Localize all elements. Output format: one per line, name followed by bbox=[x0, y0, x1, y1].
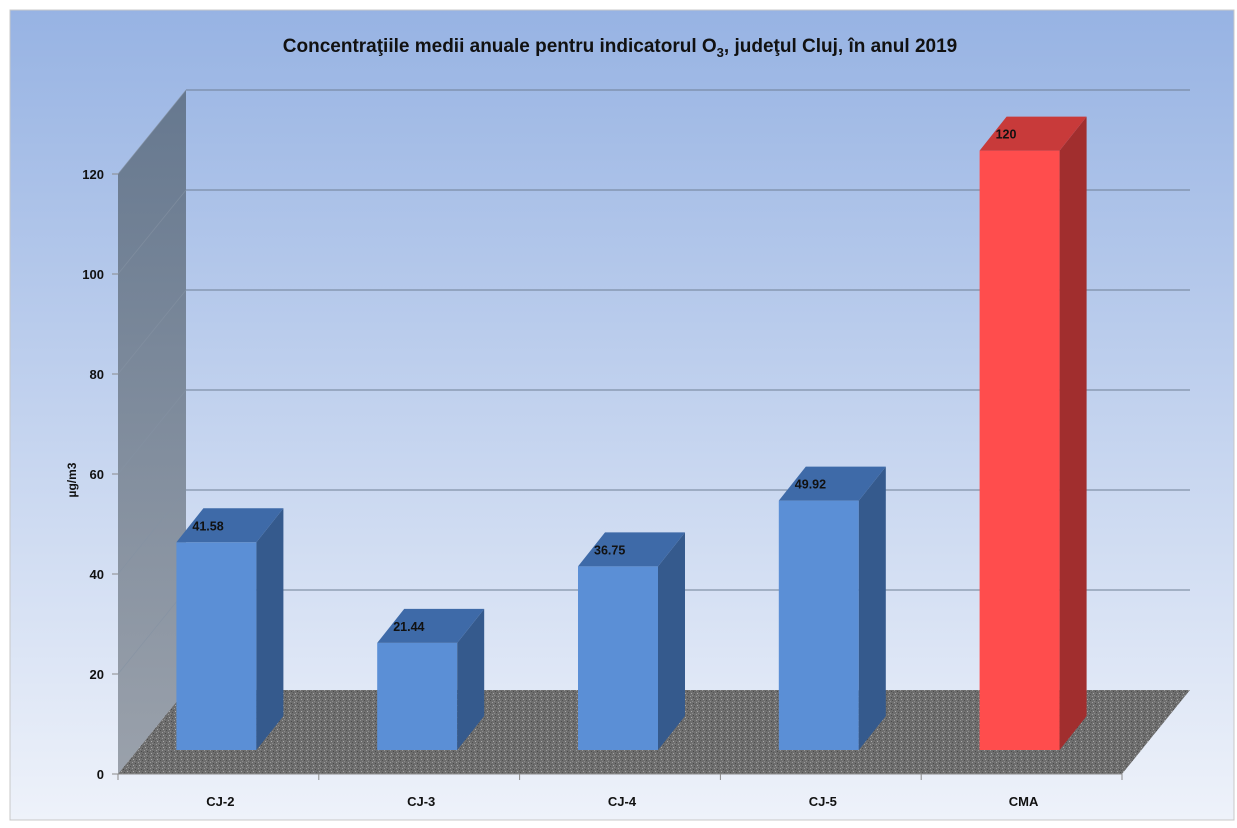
bar-top bbox=[578, 532, 685, 567]
side-gridline bbox=[117, 289, 187, 375]
y-axis-label: µg/m3 bbox=[65, 462, 79, 497]
x-tick-label: CJ-5 bbox=[809, 794, 837, 809]
data-label: 36.75 bbox=[594, 543, 625, 557]
bar-front bbox=[979, 150, 1060, 751]
bar-cj-2: 41.58 bbox=[176, 508, 284, 750]
x-tick-label: CJ-2 bbox=[206, 794, 234, 809]
chart-title-subscript: 3 bbox=[717, 45, 724, 60]
bar-side bbox=[1059, 116, 1087, 751]
data-label: 49.92 bbox=[795, 478, 826, 492]
chart-title-tail: , judeţul Cluj, în anul 2019 bbox=[724, 36, 957, 57]
side-gridline bbox=[117, 89, 187, 175]
side-gridline bbox=[117, 589, 187, 675]
bar-side bbox=[256, 508, 284, 750]
bar-front bbox=[578, 566, 658, 750]
side-gridline bbox=[117, 489, 187, 575]
y-tick-label: 20 bbox=[90, 667, 104, 682]
side-gridlines bbox=[117, 89, 187, 675]
x-axis-ticks: CJ-2 CJ-3 CJ-4 CJ-5 CMA bbox=[117, 774, 1123, 809]
x-tick-label: CJ-3 bbox=[407, 794, 435, 809]
bar-top bbox=[979, 116, 1087, 151]
side-gridline bbox=[117, 189, 187, 275]
y-tick-label: 40 bbox=[90, 567, 104, 582]
y-tick-label: 0 bbox=[97, 767, 104, 782]
bar-front bbox=[778, 500, 859, 750]
bar-top bbox=[778, 466, 886, 501]
chart-title: Concentraţiile medii anuale pentru indic… bbox=[283, 36, 957, 60]
x-tick-label: CJ-4 bbox=[608, 794, 637, 809]
data-label: 120 bbox=[996, 128, 1017, 142]
data-label: 21.44 bbox=[393, 620, 424, 634]
side-gridline bbox=[117, 389, 187, 475]
y-tick-label: 60 bbox=[90, 467, 104, 482]
bar-side bbox=[858, 466, 886, 750]
bar-side bbox=[658, 532, 685, 750]
bar-top bbox=[176, 508, 284, 543]
y-tick-label: 100 bbox=[82, 267, 104, 282]
bar-cj-5: 49.92 bbox=[778, 466, 886, 750]
bar-cj-4: 36.75 bbox=[578, 532, 685, 750]
bar-cma: 120 bbox=[979, 116, 1087, 751]
data-label: 41.58 bbox=[192, 519, 223, 533]
bar-side bbox=[457, 608, 485, 750]
y-tick-label: 80 bbox=[90, 367, 104, 382]
y-tick-label: 120 bbox=[82, 167, 104, 182]
bar-front bbox=[176, 542, 257, 750]
bar-cj-3: 21.44 bbox=[377, 608, 485, 750]
bar-front bbox=[377, 642, 458, 750]
bar-top bbox=[377, 608, 485, 643]
bars: 41.58 21.44 36.75 49.92 120 bbox=[176, 116, 1087, 751]
x-tick-label: CMA bbox=[1009, 794, 1039, 809]
y-axis-ticks: 0 20 40 60 80 100 120 bbox=[82, 167, 118, 782]
